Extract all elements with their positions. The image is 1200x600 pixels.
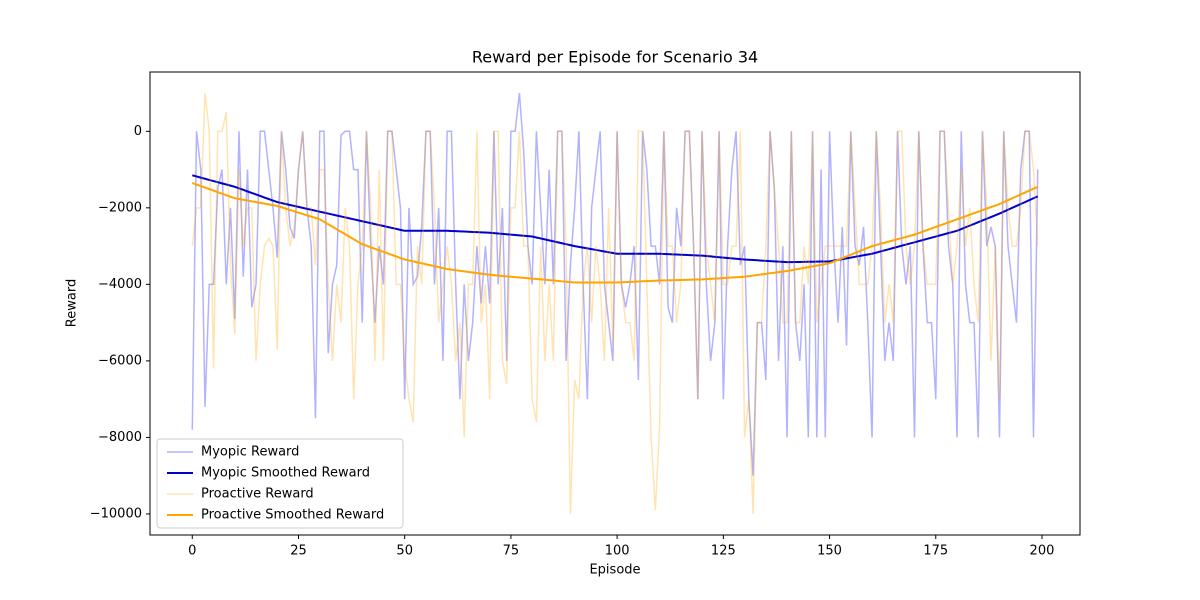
legend-label: Myopic Smoothed Reward	[201, 466, 370, 481]
x-tick-label: 25	[290, 544, 307, 559]
x-axis-label: Episode	[589, 563, 640, 578]
series-line	[191, 182, 1039, 284]
legend-label: Proactive Smoothed Reward	[201, 508, 384, 523]
series-line	[192, 174, 1039, 264]
legend: Myopic Reward Myopic Smoothed Reward Proac…	[156, 438, 404, 529]
x-tick-label: 50	[396, 544, 413, 559]
legend-box	[156, 438, 404, 529]
y-tick-label: 0	[134, 124, 142, 139]
x-tick-label: 150	[817, 544, 842, 559]
y-axis-label: Reward	[65, 279, 80, 327]
legend-label: Myopic Reward	[201, 445, 299, 460]
plot-frame	[149, 71, 1081, 536]
series-line	[191, 92, 1039, 514]
chart-title: Reward per Episode for Scenario 34	[472, 48, 758, 67]
legend-label: Proactive Reward	[201, 487, 314, 502]
y-tick-label: −6000	[98, 353, 142, 368]
x-tick-label: 125	[711, 544, 736, 559]
x-tick-label: 0	[188, 544, 196, 559]
y-tick-label: −4000	[98, 277, 142, 292]
y-tick-label: −8000	[98, 430, 142, 445]
y-tick-label: −2000	[98, 200, 142, 215]
y-tick-label: −10000	[90, 506, 142, 521]
series-line	[191, 92, 1039, 476]
x-tick-label: 75	[503, 544, 520, 559]
x-tick-label: 200	[1030, 544, 1055, 559]
x-tick-label: 175	[923, 544, 948, 559]
x-tick-label: 100	[605, 544, 630, 559]
